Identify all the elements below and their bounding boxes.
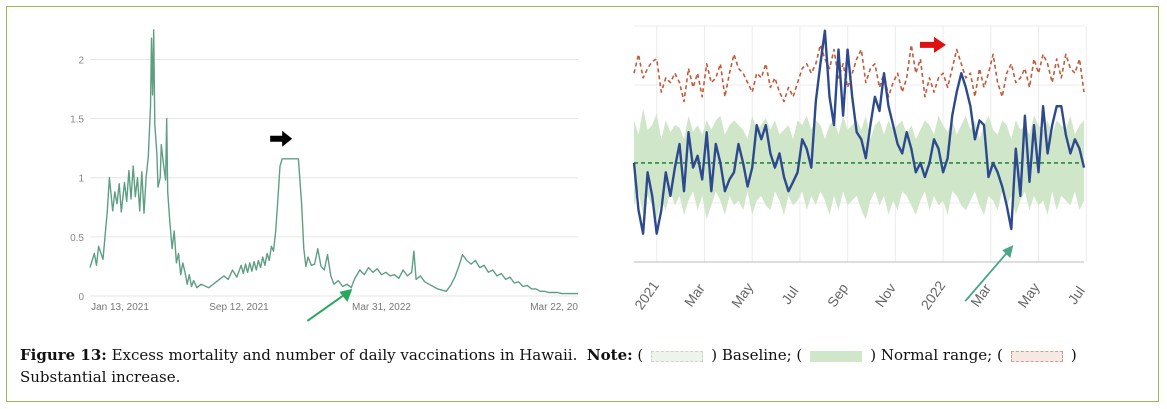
- caption-normal-label: ) Normal range; (: [870, 346, 1003, 364]
- right-x-tick-label: Sep: [824, 280, 852, 310]
- left-y-tick-label: 2: [78, 55, 84, 66]
- right-x-tick-label: 2021: [631, 278, 662, 313]
- left-y-tick-label: 0: [78, 292, 84, 303]
- right-x-tick-label: May: [1014, 280, 1042, 311]
- figure-caption: Figure 13: Excess mortality and number o…: [20, 346, 1077, 386]
- right-x-tick-label: Jul: [1064, 283, 1087, 307]
- green-arrow-icon: [339, 288, 353, 302]
- teal-arrow-shaft: [964, 249, 1010, 302]
- teal-arrow-icon: [1002, 245, 1014, 259]
- caption-label: Figure 13:: [20, 346, 107, 364]
- left-x-tick-label: Sep 12, 2021: [209, 302, 269, 313]
- caption-note-label: Note:: [586, 346, 633, 364]
- right-chart-daily-vaccinations: 2021 Mar May Jul Sep Nov 2022 Mar May Jul: [631, 25, 1088, 313]
- figure-frame: [6, 6, 1159, 402]
- right-x-tick-label: Nov: [872, 280, 899, 310]
- caption-text: Excess mortality and number of daily vac…: [106, 346, 578, 364]
- left-chart-excess-mortality: 0 0.5 1 1.5 2 Jan 13, 2021 Sep 12, 2021 Mar 31,…: [70, 29, 578, 322]
- left-x-tick-label: Jan 13, 2021: [91, 302, 149, 313]
- substantial-increase-line: [633, 44, 1085, 103]
- left-x-tick-label: Mar 22, 20: [530, 302, 578, 313]
- left-y-tick-label: 1.5: [70, 115, 84, 126]
- right-x-tick-label: Jul: [778, 283, 801, 307]
- baseline-swatch-icon: [651, 350, 704, 362]
- right-x-tick-label: May: [728, 280, 756, 311]
- green-arrow-shaft: [306, 291, 349, 322]
- normal-range-band: [634, 108, 1084, 220]
- left-y-tick-label: 0.5: [70, 233, 84, 244]
- left-x-tick-label: Mar 31, 2022: [352, 302, 411, 313]
- left-y-tick-label: 1: [78, 174, 84, 185]
- black-right-arrow-icon: [270, 130, 293, 147]
- substantial-increase-swatch-icon: [1010, 350, 1063, 362]
- right-x-tick-label: Mar: [681, 280, 708, 309]
- caption-baseline-label: ) Baseline; (: [711, 346, 803, 364]
- normal-range-swatch-icon: [810, 350, 863, 362]
- vaccinations-line: [632, 29, 1086, 235]
- right-x-tick-label: 2022: [918, 278, 949, 313]
- red-right-arrow-icon: [920, 36, 946, 53]
- caption-substantial-label: ) Substantial increase.: [20, 346, 1077, 386]
- left-series-line: [89, 29, 578, 295]
